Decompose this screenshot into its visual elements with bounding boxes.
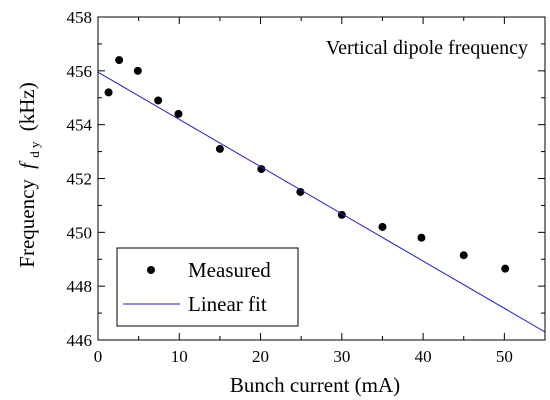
x-tick-label: 40 [415,347,432,366]
y-tick-label: 458 [67,8,93,27]
axes-layer [97,16,546,341]
y-axis-title-prefix: Frequency [15,179,39,268]
data-point-measured [378,222,387,231]
data-point-measured [154,96,163,105]
legend-box [116,247,299,327]
x-tick-label: 50 [496,347,513,366]
y-tick-label: 448 [67,277,93,296]
y-axis-title-subscript: d y [27,141,42,158]
x-tick-label: 0 [94,347,103,366]
legend-marker-measured [147,266,155,274]
y-axis-title-unit: (kHz) [15,82,39,131]
y-tick-label: 452 [67,170,93,189]
data-point-measured [174,109,183,118]
y-axis-title-symbol: f [15,160,39,169]
data-point-measured [115,56,124,65]
legend-label-measured: Measured [188,258,271,282]
data-point-measured [104,88,113,97]
y-tick-label: 456 [67,62,93,81]
svg-text:Frequency f d y: Frequency f d y (kHz) [15,82,44,267]
y-tick-label: 454 [67,116,93,135]
y-axis-title: Frequency f d y (kHz) [15,82,44,267]
legend: Measured Linear fit [116,247,299,327]
data-point-measured [133,66,142,75]
chart-annotation: Vertical dipole frequency [326,37,528,59]
data-point-measured [417,233,426,242]
tick-labels: 0 10 20 30 40 50 446 448 450 452 454 456 458 [67,8,513,366]
x-tick-label: 30 [333,347,350,366]
data-point-measured [501,264,510,273]
data-point-measured [257,165,266,174]
x-tick-label: 20 [252,347,269,366]
data-point-measured [459,251,468,260]
x-tick-label: 10 [171,347,188,366]
data-point-measured [215,144,224,153]
y-tick-label: 446 [67,331,93,350]
legend-label-linear-fit: Linear fit [188,292,267,316]
y-tick-label: 450 [67,223,93,242]
series-line-linear-fit [98,71,545,333]
data-point-measured [296,187,305,196]
data-layer [98,56,545,333]
x-axis-title: Bunch current (mA) [230,373,400,397]
